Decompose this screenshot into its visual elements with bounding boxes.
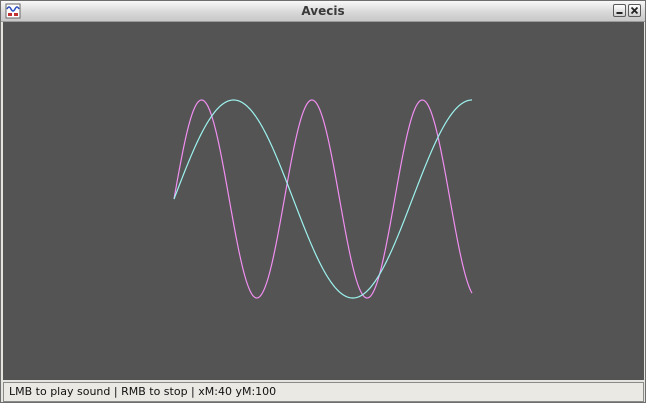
app-icon[interactable] xyxy=(5,3,21,19)
wave-cyan xyxy=(173,99,473,299)
status-text: LMB to play sound | RMB to stop | xM:40 … xyxy=(9,385,277,398)
window-title: Avecis xyxy=(301,4,345,18)
minimize-button[interactable] xyxy=(613,4,626,17)
close-button[interactable] xyxy=(628,4,641,17)
close-icon xyxy=(630,6,639,15)
title-bar[interactable]: Avecis xyxy=(1,1,645,22)
status-bar: LMB to play sound | RMB to stop | xM:40 … xyxy=(3,382,644,402)
waveform-canvas[interactable] xyxy=(3,22,644,380)
minimize-icon xyxy=(616,12,623,14)
waveform-plot[interactable] xyxy=(3,22,644,380)
wave-pink xyxy=(173,99,473,299)
